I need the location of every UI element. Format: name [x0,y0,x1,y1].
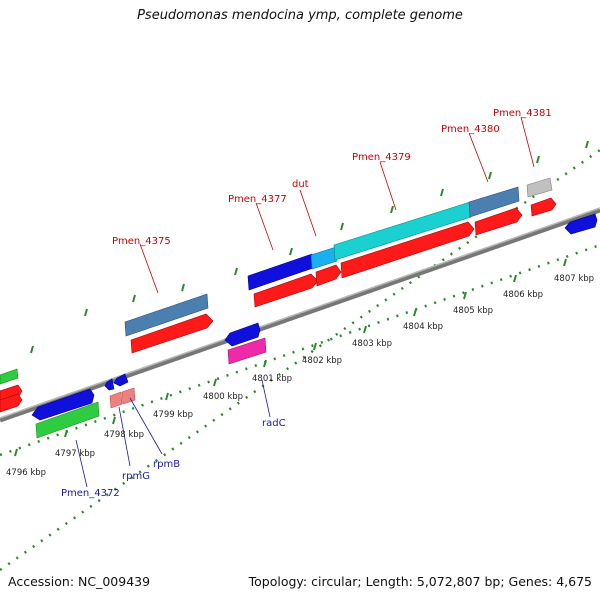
gene-label: Pmen_4379 [352,152,411,163]
gene-block-dut [310,246,338,270]
gene-block-rpmb [121,387,136,405]
major-ticks-inner [14,258,567,457]
label-leaders [75,116,535,488]
gene-block-pmen-4375 [124,293,209,337]
accession-text: Accession: NC_009439 [8,574,151,589]
tick-label: 4805 kbp [453,306,493,316]
axis-tick-labels: 4796 kbp 4797 kbp 4798 kbp 4799 kbp 4800… [6,274,594,478]
gene-arrow-pmen-4377 [253,273,319,308]
tick-label: 4799 kbp [153,410,193,420]
gene-arrow-rpmb [113,373,129,387]
gene-arrow-right [564,213,598,235]
topology-text: Topology: circular; Length: 5,072,807 bp… [248,574,592,589]
gene-label: rpmB [153,459,180,470]
genome-backbone [0,207,600,423]
reverse-features [0,213,598,439]
gene-arrow-left [0,393,23,413]
tick-label: 4801 kbp [252,374,292,384]
gene-label: Pmen_4381 [493,108,552,119]
gene-label: Pmen_4380 [441,124,500,135]
gene-label: rpmG [122,471,150,482]
gene-arrow-pmen-4381 [530,197,557,217]
gene-labels-reverse: radC rpmB rpmG Pmen_4372 [61,418,286,499]
map-title: Pseudomonas mendocina ymp, complete geno… [137,8,463,23]
gene-arrow-pmen-4379 [340,221,475,279]
gene-block-radc [227,337,267,365]
gene-arrow-pmen-4372 [31,388,95,421]
gene-arrow-dut [315,264,342,287]
gene-label: dut [292,179,309,190]
tick-label: 4800 kbp [203,392,243,402]
gene-block-pmen-4379 [333,201,472,261]
gene-block-rpmg [109,391,123,409]
gene-arrow-rpmg [104,378,115,391]
tick-label: 4806 kbp [503,290,543,300]
gene-label: radC [262,418,286,429]
gene-label: Pmen_4375 [112,236,171,247]
gene-block [0,368,19,385]
tick-label: 4802 kbp [302,356,342,366]
major-ticks-outer [30,140,589,354]
tick-label: 4797 kbp [55,449,95,459]
gene-block-pmen-4381 [526,177,553,198]
gene-label: Pmen_4372 [61,488,120,499]
gene-block-pmen-4380 [468,186,520,218]
gene-block-pmen-4372 [35,401,100,439]
gene-arrow-pmen-4375 [130,313,214,354]
gene-arrow-pmen-4380 [474,207,523,236]
tick-label: 4796 kbp [6,468,46,478]
tick-label: 4798 kbp [104,430,144,440]
gene-labels-forward: Pmen_4375 Pmen_4377 dut Pmen_4379 Pmen_4… [112,108,552,247]
inner-dotted-track [0,243,600,457]
forward-features [0,177,557,405]
tick-label: 4804 kbp [403,322,443,332]
tick-label: 4803 kbp [352,339,392,349]
genome-backbone-highlight [0,207,600,419]
gene-arrow-radc [224,322,261,347]
gene-label: Pmen_4377 [228,194,287,205]
tick-label: 4807 kbp [554,274,594,284]
